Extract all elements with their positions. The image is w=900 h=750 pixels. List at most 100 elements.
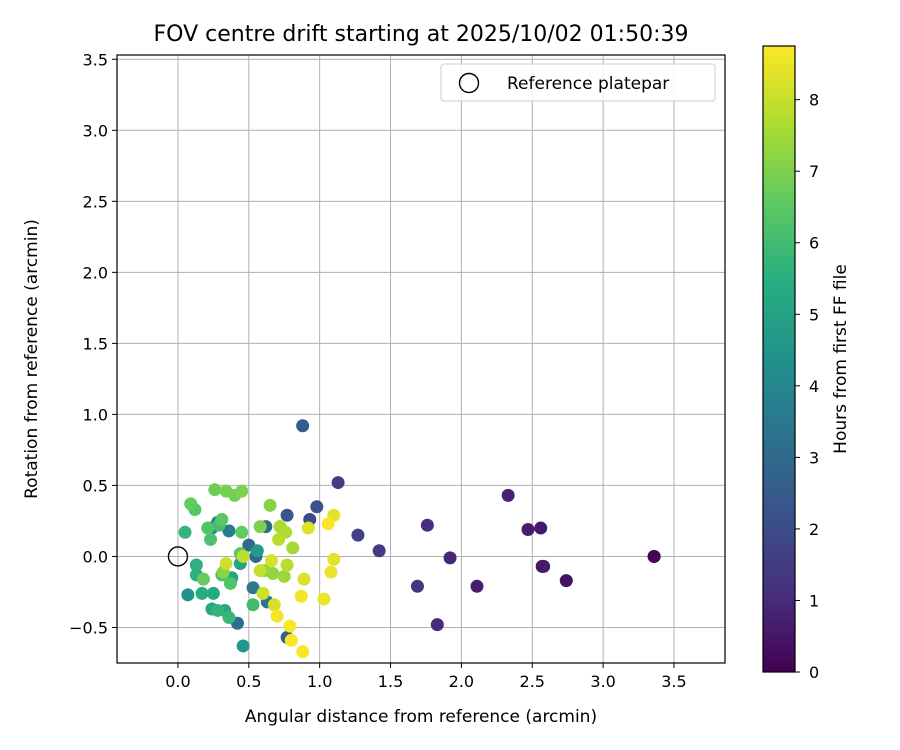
scatter-point [235, 484, 249, 498]
x-tick-label: 1.5 [378, 672, 403, 691]
scatter-point [280, 508, 294, 522]
scatter-point [256, 586, 270, 600]
scatter-point [236, 639, 250, 653]
scatter-point [266, 567, 280, 581]
reference-platepar-marker [167, 546, 189, 567]
legend-box [440, 63, 716, 102]
scatter-point [294, 589, 308, 603]
scatter-point [351, 528, 365, 542]
colorbar-tick-label: 1 [809, 591, 819, 610]
scatter-point [253, 520, 267, 534]
x-axis-ticks: 0.0 0.5 1.0 1.5 2.0 2.5 3.0 3.5 [165, 663, 687, 691]
colorbar-tick-label: 5 [809, 305, 819, 324]
y-axis-ticks: −0.5 0.0 0.5 1.0 1.5 2.0 2.5 3.0 3.5 [69, 50, 117, 637]
scatter-point [222, 524, 236, 538]
scatter-point [235, 525, 249, 539]
scatter-point [559, 574, 573, 588]
legend-label-reference-platepar: Reference platepar [507, 74, 669, 94]
scatter-point [297, 572, 311, 586]
scatter-point [219, 557, 233, 571]
y-tick-label: 2.0 [83, 263, 108, 282]
scatter-point [246, 598, 260, 612]
scatter-point [270, 609, 284, 623]
scatter-point [647, 549, 661, 563]
scatter-point [223, 576, 237, 590]
scatter-point [253, 564, 267, 578]
scatter-point [284, 633, 298, 647]
y-tick-label: 0.5 [83, 476, 108, 495]
scatter-point [277, 569, 291, 583]
x-tick-label: 2.5 [520, 672, 545, 691]
grid [117, 55, 725, 663]
scatter-point [201, 521, 215, 535]
scatter-point [211, 603, 225, 617]
y-tick-label: 3.5 [83, 50, 108, 69]
scatter-point [208, 483, 222, 497]
x-axis-label: Angular distance from reference (arcmin) [245, 707, 597, 727]
scatter-point [195, 586, 209, 600]
scatter-point [236, 549, 250, 563]
scatter-point [296, 645, 310, 659]
scatter-point [204, 532, 218, 546]
scatter-point [430, 618, 444, 632]
legend: Reference platepar [440, 63, 716, 102]
scatter-point [372, 544, 386, 558]
scatter-point [310, 500, 324, 514]
x-tick-label: 3.5 [661, 672, 686, 691]
colorbar-tick-label: 4 [809, 377, 819, 396]
scatter-point [317, 592, 331, 606]
scatter-point [535, 559, 549, 573]
scatter-point [501, 488, 515, 502]
scatter-point [250, 544, 264, 558]
colorbar-tick-label: 3 [809, 448, 819, 467]
y-tick-label: 3.0 [83, 121, 108, 140]
scatter-point [189, 558, 203, 572]
y-tick-label: −0.5 [69, 618, 108, 637]
scatter-point [443, 551, 457, 565]
scatter-point [280, 558, 294, 572]
scatter-points [178, 419, 661, 659]
scatter-point [272, 532, 286, 546]
x-tick-label: 0.0 [165, 672, 190, 691]
x-tick-label: 3.0 [590, 672, 615, 691]
scatter-point [246, 581, 260, 595]
scatter-point [420, 518, 434, 532]
colorbar-label: Hours from first FF file [831, 264, 851, 454]
scatter-point [181, 588, 195, 602]
legend-marker-icon [458, 72, 480, 94]
scatter-point [184, 497, 198, 511]
scatter-point [264, 554, 278, 568]
scatter-point [286, 541, 300, 555]
scatter-point [470, 579, 484, 593]
x-tick-label: 1.0 [307, 672, 332, 691]
scatter-point [263, 498, 277, 512]
scatter-point [222, 611, 236, 625]
colorbar-tick-label: 7 [809, 162, 819, 181]
colorbar-tick-label: 8 [809, 91, 819, 110]
x-tick-label: 0.5 [236, 672, 261, 691]
colorbar-tick-label: 0 [809, 663, 819, 682]
plot-area-frame [116, 54, 726, 664]
scatter-point [267, 598, 281, 612]
y-tick-label: 1.0 [83, 405, 108, 424]
chart-title: FOV centre drift starting at 2025/10/02 … [154, 22, 689, 47]
y-tick-label: 0.0 [83, 547, 108, 566]
scatter-point [521, 522, 535, 536]
scatter-point [331, 476, 345, 490]
scatter-point [283, 619, 297, 633]
scatter-point [321, 517, 335, 531]
scatter-point [296, 419, 310, 433]
y-axis-label: Rotation from reference (arcmin) [22, 219, 42, 499]
scatter-point [301, 521, 315, 535]
scatter-point [534, 521, 548, 535]
scatter-point [196, 572, 210, 586]
scatter-point [178, 525, 192, 539]
colorbar-ticks: 0 1 2 3 4 5 6 7 8 [795, 91, 819, 682]
colorbar-tick-label: 2 [809, 520, 819, 539]
y-tick-label: 2.5 [83, 192, 108, 211]
scatter-point [206, 586, 220, 600]
y-tick-label: 1.5 [83, 334, 108, 353]
colorbar [762, 45, 796, 673]
scatter-point [324, 565, 338, 579]
